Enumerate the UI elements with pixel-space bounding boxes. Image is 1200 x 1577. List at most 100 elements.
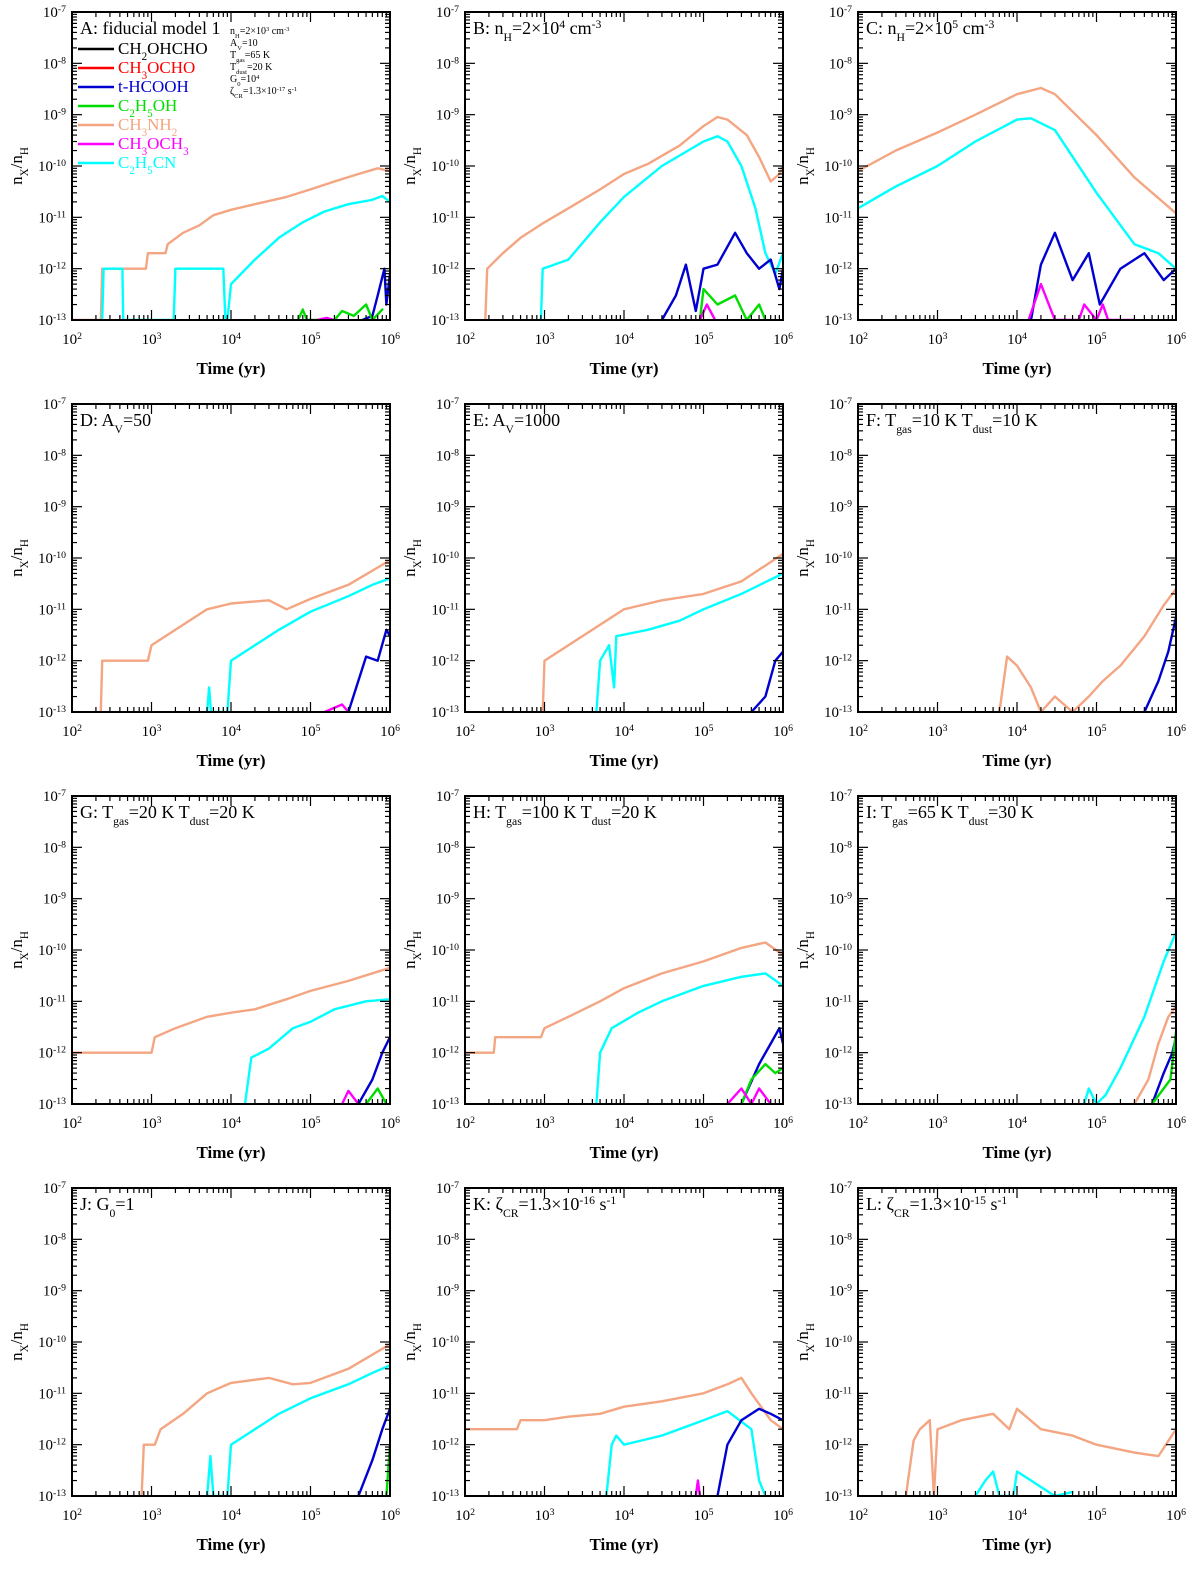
- tick-exponent: -8: [58, 55, 66, 66]
- x-tick-label: 103: [535, 723, 555, 741]
- tick-base: 10: [431, 1046, 446, 1062]
- y-axis-title-part: X: [805, 952, 817, 960]
- tick-exponent: -11: [53, 209, 66, 220]
- tick-base: 10: [824, 705, 839, 721]
- y-tick-label: 10-13: [431, 704, 459, 722]
- series-line-ch3nh2: [484, 115, 783, 320]
- tick-base: 10: [431, 1097, 446, 1113]
- tick-exponent: -9: [451, 498, 459, 509]
- y-tick-label: 10-10: [431, 1334, 459, 1352]
- tick-exponent: -11: [53, 1385, 66, 1396]
- text-part: 5: [952, 18, 958, 31]
- text-part: =65 K T: [908, 802, 969, 822]
- y-tick-label: 10-9: [829, 1282, 852, 1300]
- y-tick-label: 10-11: [824, 993, 852, 1011]
- x-tick-label: 103: [142, 1115, 162, 1133]
- tick-base: 10: [535, 1508, 550, 1524]
- tick-exponent: -9: [58, 1282, 66, 1293]
- y-axis-title-part: H: [19, 1323, 31, 1331]
- x-tick-label: 102: [62, 723, 82, 741]
- text-part: CR: [894, 1207, 910, 1220]
- tick-base: 10: [1007, 724, 1022, 740]
- tick-base: 10: [38, 551, 53, 567]
- tick-exponent: 4: [236, 1507, 241, 1518]
- tick-base: 10: [694, 1116, 709, 1132]
- tick-base: 10: [142, 1508, 157, 1524]
- y-tick-label: 10-10: [38, 1334, 66, 1352]
- tick-exponent: -13: [53, 1488, 66, 1499]
- tick-base: 10: [824, 1335, 839, 1351]
- tick-base: 10: [773, 332, 788, 348]
- y-axis-title-part: n: [400, 1352, 419, 1361]
- tick-exponent: -10: [839, 1334, 852, 1345]
- x-tick-label: 104: [614, 1507, 634, 1525]
- tick-base: 10: [301, 1508, 316, 1524]
- tick-exponent: -7: [451, 788, 459, 799]
- tick-base: 10: [38, 654, 53, 670]
- y-axis-title-part: X: [19, 168, 31, 176]
- text-part: -3: [592, 18, 602, 31]
- text-part: A: fiducial model 1: [80, 18, 220, 38]
- tick-base: 10: [829, 1284, 844, 1300]
- y-axis-title-part: X: [412, 1344, 424, 1352]
- y-axis-title: nX/nH: [7, 539, 31, 577]
- x-tick-label: 105: [694, 1507, 714, 1525]
- y-axis-title: nX/nH: [7, 147, 31, 185]
- text-part: C: n: [866, 18, 897, 38]
- tick-base: 10: [1166, 1116, 1181, 1132]
- tick-exponent: -12: [446, 1436, 459, 1447]
- y-tick-label: 10-13: [38, 312, 66, 330]
- tick-exponent: -8: [844, 55, 852, 66]
- tick-base: 10: [829, 397, 844, 413]
- fiducial-param-line: Tdust=20 K: [230, 62, 273, 76]
- tick-base: 10: [431, 602, 446, 618]
- text-part: gas: [892, 815, 908, 828]
- text-part: CN: [153, 153, 177, 172]
- tick-base: 10: [301, 332, 316, 348]
- text-part: I: T: [866, 802, 892, 822]
- tick-exponent: 5: [1102, 331, 1107, 342]
- tick-base: 10: [829, 1181, 844, 1197]
- panel-label: A: fiducial model 1: [80, 18, 220, 38]
- tick-base: 10: [535, 1116, 550, 1132]
- text-part: -1: [606, 1194, 616, 1207]
- x-tick-label: 106: [773, 1507, 793, 1525]
- tick-base: 10: [43, 500, 58, 516]
- y-tick-label: 10-8: [829, 1231, 852, 1249]
- y-tick-label: 10-12: [38, 260, 66, 278]
- series-line-thcooh: [1029, 231, 1176, 320]
- y-tick-label: 10-13: [824, 312, 852, 330]
- tick-base: 10: [1007, 1116, 1022, 1132]
- tick-exponent: -10: [53, 550, 66, 561]
- legend-label-thcooh: t-HCOOH: [118, 77, 189, 96]
- tick-exponent: -7: [844, 396, 852, 407]
- y-tick-label: 10-7: [43, 4, 66, 22]
- y-tick-label: 10-9: [829, 890, 852, 908]
- y-axis-title-part: n: [7, 1352, 26, 1361]
- tick-base: 10: [1166, 724, 1181, 740]
- tick-base: 10: [614, 1116, 629, 1132]
- y-tick-label: 10-9: [43, 890, 66, 908]
- tick-base: 10: [43, 1284, 58, 1300]
- y-tick-label: 10-10: [431, 942, 459, 960]
- text-part: s: [285, 86, 292, 97]
- tick-exponent: -8: [58, 839, 66, 850]
- tick-exponent: -10: [446, 550, 459, 561]
- x-axis-title: Time (yr): [196, 359, 265, 378]
- series-line-ch3nh2: [465, 1376, 783, 1431]
- series-group: [140, 1343, 390, 1496]
- y-tick-label: 10-7: [43, 788, 66, 806]
- tick-base: 10: [38, 262, 53, 278]
- series-line-c2h5oh: [698, 287, 767, 320]
- tick-exponent: -7: [844, 4, 852, 15]
- fiducial-param-line: G0=104: [230, 74, 260, 88]
- series-group: [484, 115, 783, 320]
- legend-label-ch3ocho: CH3OCHO: [118, 58, 195, 82]
- series-line-thcooh: [357, 1036, 390, 1104]
- series-line-ch3och3: [694, 1479, 702, 1496]
- x-tick-label: 103: [928, 723, 948, 741]
- y-axis-title-part: X: [805, 560, 817, 568]
- tick-base: 10: [221, 1116, 236, 1132]
- tick-base: 10: [436, 789, 451, 805]
- series-line-c2h5cn: [101, 194, 390, 320]
